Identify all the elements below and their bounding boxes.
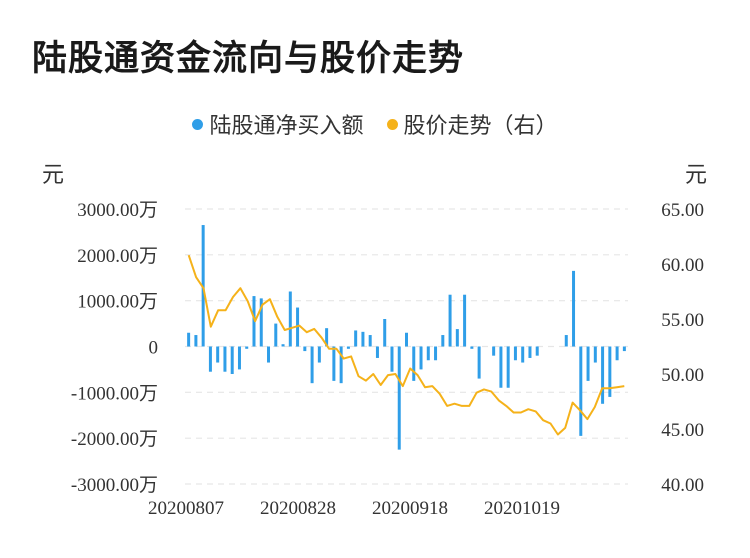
right-tick-label: 55.00 xyxy=(661,310,704,331)
left-tick-label: 2000.00万 xyxy=(77,246,158,267)
net-buy-bar xyxy=(303,346,307,352)
x-tick-label: 20200918 xyxy=(372,498,448,519)
net-buy-bar xyxy=(463,294,467,347)
legend-item-price[interactable]: 股价走势（右） xyxy=(386,108,558,140)
left-tick-label: -1000.00万 xyxy=(71,383,158,404)
right-tick-label: 40.00 xyxy=(661,475,704,496)
net-buy-bar xyxy=(237,346,241,370)
net-buy-bar xyxy=(390,346,394,372)
net-buy-bar xyxy=(492,346,496,356)
net-buy-bar xyxy=(513,346,517,361)
net-buy-bar xyxy=(535,346,539,356)
net-buy-bar xyxy=(572,270,576,347)
x-tick-label: 20200828 xyxy=(260,498,336,519)
net-buy-bar xyxy=(252,296,256,347)
left-tick-label: -3000.00万 xyxy=(71,475,158,496)
net-buy-bar xyxy=(586,346,590,381)
net-buy-bar xyxy=(325,328,329,347)
net-buy-bar xyxy=(383,319,387,347)
net-buy-bar xyxy=(375,346,379,358)
net-buy-bar xyxy=(405,332,408,347)
net-buy-bar xyxy=(339,346,343,384)
net-buy-bar xyxy=(332,346,336,381)
net-buy-bar xyxy=(223,346,227,372)
net-buy-bar xyxy=(593,346,597,363)
net-buy-bar xyxy=(346,346,350,349)
net-buy-bar xyxy=(412,346,416,381)
net-buy-bar xyxy=(528,346,532,358)
right-tick-label: 65.00 xyxy=(661,200,704,221)
net-buy-bar xyxy=(245,346,249,349)
net-buy-bar xyxy=(470,346,474,349)
legend: 陆股通净买入额 股价走势（右） xyxy=(0,108,750,140)
net-buy-bar xyxy=(564,335,568,347)
net-buy-bar xyxy=(274,323,278,347)
net-buy-bar xyxy=(397,346,401,450)
net-buy-bar xyxy=(194,335,198,347)
net-buy-bar xyxy=(426,346,430,361)
net-buy-bar xyxy=(267,346,271,363)
net-buy-bar xyxy=(317,346,321,363)
chart-title: 陆股通资金流向与股价走势 xyxy=(32,39,465,79)
net-buy-bar xyxy=(230,346,234,374)
net-buy-bar xyxy=(506,346,510,388)
left-tick-label: 3000.00万 xyxy=(77,200,158,221)
net-buy-bar xyxy=(216,346,220,363)
net-buy-bar xyxy=(622,346,626,352)
right-tick-label: 60.00 xyxy=(661,255,704,276)
left-tick-label: -2000.00万 xyxy=(71,429,158,450)
legend-item-net-buy[interactable]: 陆股通净买入额 xyxy=(192,108,364,140)
left-tick-label: 0 xyxy=(149,338,159,359)
net-buy-bar xyxy=(201,225,205,347)
legend-label-net-buy: 陆股通净买入额 xyxy=(209,114,364,139)
net-buy-bar xyxy=(579,346,583,436)
x-tick-label: 20201019 xyxy=(484,498,560,519)
right-tick-label: 45.00 xyxy=(661,420,704,441)
right-axis-unit: 元 xyxy=(685,163,708,188)
net-buy-bar xyxy=(434,346,438,361)
net-buy-bar xyxy=(187,332,191,347)
net-buy-bar xyxy=(601,346,605,404)
net-buy-bar xyxy=(361,331,365,347)
legend-label-price: 股价走势（右） xyxy=(403,114,558,139)
left-tick-label: 1000.00万 xyxy=(77,292,158,313)
net-buy-bar xyxy=(310,346,314,384)
right-tick-label: 50.00 xyxy=(661,365,704,386)
net-buy-bar xyxy=(455,329,459,347)
legend-swatch-net-buy xyxy=(192,118,204,130)
net-buy-bar xyxy=(354,330,358,347)
net-buy-bar xyxy=(288,291,292,347)
net-buy-bar xyxy=(499,346,503,388)
net-buy-bar xyxy=(281,344,285,347)
net-buy-bar xyxy=(208,346,212,372)
net-buy-bar xyxy=(615,346,619,361)
left-axis-unit: 元 xyxy=(42,163,65,188)
net-buy-bar xyxy=(608,346,612,397)
x-tick-label: 20200807 xyxy=(148,498,224,519)
net-buy-bar xyxy=(521,346,525,363)
net-buy-bar xyxy=(368,335,372,347)
net-buy-bar xyxy=(448,294,452,347)
net-buy-bar xyxy=(477,346,481,379)
net-buy-bar xyxy=(419,346,423,370)
net-buy-bar xyxy=(441,335,445,347)
legend-swatch-price xyxy=(386,118,398,130)
net-buy-bar xyxy=(259,298,263,347)
price-line xyxy=(187,254,625,436)
